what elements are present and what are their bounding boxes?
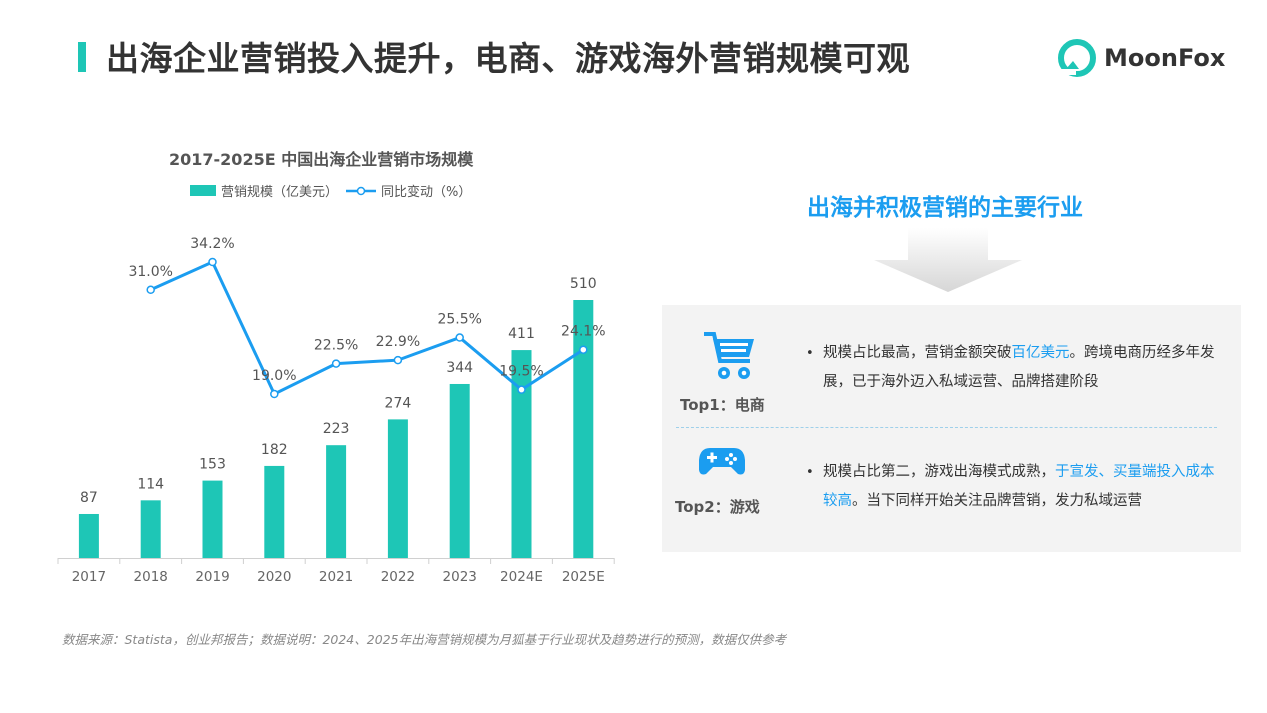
logo-text: MoonFox — [1104, 44, 1226, 72]
bar-2025E — [573, 300, 594, 558]
x-tick-label: 2023 — [443, 569, 477, 585]
yoy-point-2022 — [393, 355, 403, 365]
chart-legend: 营销规模（亿美元） 同比变动（%） — [190, 181, 471, 200]
x-tick-label: 2021 — [319, 569, 353, 585]
bar-2021 — [326, 445, 347, 558]
shopping-cart-icon — [704, 332, 754, 379]
yoy-change-line — [150, 260, 585, 396]
text-part: 。跨境电商历经多年发展，已于海外迈入私域运营、品牌搭建阶段 — [823, 345, 1215, 390]
yoy-value-label: 34.2% — [190, 236, 234, 252]
down-arrow-icon — [874, 228, 1022, 292]
yoy-point-2019 — [208, 257, 217, 267]
yoy-value-label: 19.0% — [252, 368, 296, 384]
bar-value-label: 87 — [80, 490, 98, 506]
yoy-point-2024E — [517, 385, 526, 394]
bullet: • — [806, 346, 814, 361]
yoy-point-2018 — [146, 285, 155, 295]
gamepad-icon — [699, 448, 745, 475]
bar-value-label: 510 — [570, 276, 597, 292]
footnote: 数据来源：Statista，创业邦报告；数据说明：2024、2025年出海营销规… — [62, 632, 787, 647]
legend-bar-swatch — [190, 185, 216, 196]
yoy-value-label: 31.0% — [128, 264, 172, 280]
bar-2017 — [78, 513, 99, 558]
moonfox-logo: MoonFox — [1058, 39, 1225, 77]
yoy-point-2025E — [579, 345, 588, 354]
industry-label-games: Top2：游戏 — [675, 498, 760, 516]
yoy-point-2020 — [270, 389, 279, 399]
industry-text-games: 规模占比第二，游戏出海模式成熟，于宣发、买量端投入成本较高。当下同样开始关注品牌… — [823, 458, 1223, 516]
bar-value-label: 114 — [137, 476, 164, 492]
bar-value-label: 274 — [385, 395, 412, 411]
legend-line-swatch — [346, 186, 377, 195]
text-part: 。当下同样开始关注品牌营销，发力私域运营 — [852, 493, 1142, 509]
x-tick-label: 2020 — [257, 569, 291, 585]
bullet: • — [806, 465, 814, 480]
industries-panel — [662, 305, 1241, 552]
bar-2023 — [449, 383, 470, 558]
yoy-value-label: 24.1% — [561, 324, 605, 340]
x-tick-label: 2025E — [562, 569, 605, 585]
industry-label-ecommerce: Top1：电商 — [680, 396, 765, 414]
yoy-value-label: 22.9% — [376, 334, 420, 350]
yoy-point-2023 — [455, 333, 464, 342]
bar-value-label: 223 — [323, 421, 350, 437]
chart-title: 2017-2025E 中国出海企业营销市场规模 — [169, 150, 474, 169]
x-tick-label: 2018 — [134, 569, 168, 585]
bar-value-label: 182 — [261, 442, 288, 458]
x-tick-label: 2024E — [500, 569, 543, 585]
bar-value-label: 411 — [508, 326, 535, 342]
text-highlight: 百亿美元 — [1011, 345, 1070, 361]
yoy-value-label: 19.5% — [499, 364, 543, 380]
bar-2019 — [202, 480, 223, 558]
legend-line-label: 同比变动（%） — [381, 185, 472, 200]
industry-text-ecommerce: 规模占比最高，营销金额突破百亿美元。跨境电商历经多年发展，已于海外迈入私域运营、… — [823, 339, 1223, 397]
bar-2024E — [511, 350, 532, 558]
bar-2022 — [387, 419, 408, 558]
legend-bar-label: 营销规模（亿美元） — [221, 185, 339, 200]
x-tick-label: 2017 — [72, 569, 106, 585]
industries-title: 出海并积极营销的主要行业 — [807, 195, 1083, 221]
divider — [676, 427, 1217, 428]
x-tick-label: 2022 — [381, 569, 415, 585]
bar-value-label: 153 — [199, 457, 226, 473]
x-tick-label: 2019 — [195, 569, 229, 585]
page-title: 出海企业营销投入提升，电商、游戏海外营销规模可观 — [106, 39, 910, 78]
yoy-value-label: 22.5% — [314, 338, 358, 354]
moonfox-logo-icon — [1058, 39, 1096, 77]
text-part: 规模占比第二，游戏出海模式成熟， — [823, 464, 1055, 480]
text-highlight: 于宣发、买量端投入成本较高 — [823, 464, 1215, 509]
text-part: 规模占比最高，营销金额突破 — [823, 345, 1012, 361]
bar-2020 — [264, 465, 285, 558]
title-accent-bar — [78, 42, 86, 72]
yoy-point-2021 — [331, 359, 341, 368]
industries-title-wrap: 出海并积极营销的主要行业 — [760, 188, 1130, 228]
bar-2018 — [140, 500, 161, 558]
yoy-value-label: 25.5% — [437, 312, 481, 328]
bar-value-label: 344 — [446, 360, 473, 376]
